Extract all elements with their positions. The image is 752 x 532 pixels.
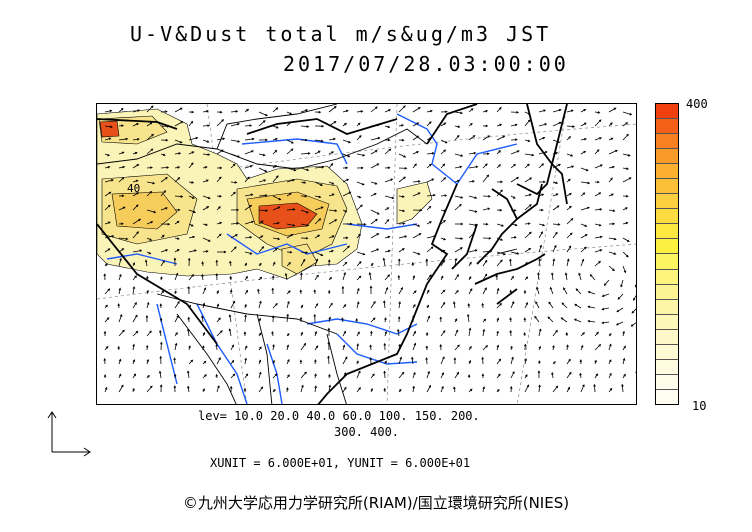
coastlines [97,104,568,404]
color-legend [655,103,679,405]
legend-swatch [656,389,678,404]
reference-vector-icon [47,411,91,457]
vector-units: XUNIT = 6.000E+01, YUNIT = 6.000E+01 [210,456,471,470]
borders [97,104,518,404]
legend-swatch [656,254,678,270]
wind-vectors [103,105,636,393]
legend-swatch [656,374,678,390]
legend-swatch [656,134,678,150]
legend-swatch [656,344,678,360]
contour-levels-line2: 300. 400. [334,425,400,439]
legend-swatch [656,164,678,180]
legend-swatch [656,224,678,240]
chart-title-datetime: 2017/07/28.03:00:00 [283,52,569,76]
dust-wind-map: 40 [96,103,637,405]
legend-swatch [656,314,678,330]
legend-min-label: 10 [692,399,707,413]
legend-swatch [656,329,678,345]
map-canvas: 40 [97,104,636,404]
chart-title-variable: U-V&Dust total m/s&ug/m3 JST [130,22,552,46]
legend-swatch [656,119,678,135]
legend-swatch [656,269,678,285]
legend-swatch [656,194,678,210]
legend-max-label: 400 [686,97,708,111]
contour-levels-line1: lev= 10.0 20.0 40.0 60.0 100. 150. 200. [198,409,480,423]
legend-swatch [656,149,678,165]
legend-swatch [656,299,678,315]
legend-swatch [656,284,678,300]
contour-label: 40 [127,182,140,195]
legend-swatch [656,209,678,225]
legend-swatch [656,239,678,255]
copyright-credit: ©九州大学応用力学研究所(RIAM)/国立環境研究所(NIES) [182,494,570,512]
legend-swatch [656,104,678,120]
legend-swatch [656,359,678,375]
legend-swatch [656,179,678,195]
